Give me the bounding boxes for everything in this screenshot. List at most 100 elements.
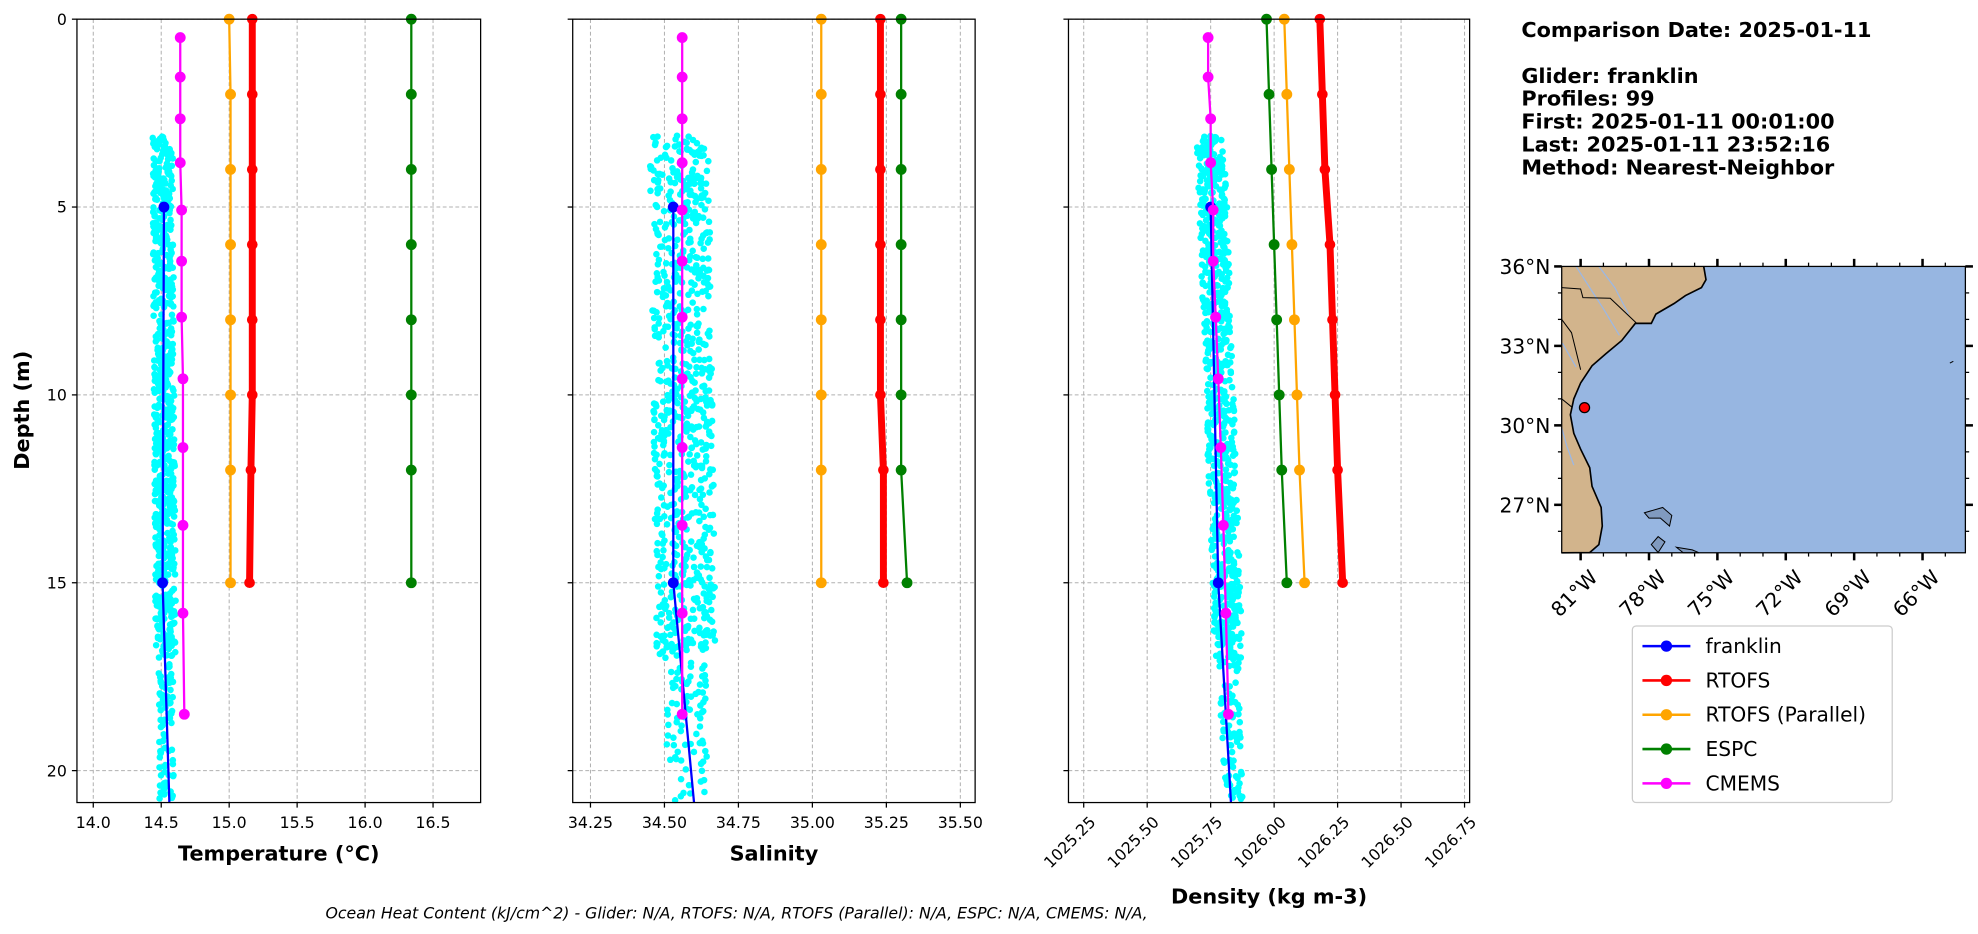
glider-scatter-point <box>647 187 654 195</box>
glider-scatter-point <box>167 216 174 224</box>
glider-scatter-point <box>152 338 160 345</box>
glider-scatter-point <box>683 554 690 562</box>
glider-scatter-point <box>1210 627 1218 634</box>
y-tick-label: 20 <box>47 761 67 780</box>
data-point-rtofs <box>875 164 886 175</box>
glider-scatter-point <box>1208 536 1215 544</box>
glider-scatter-point <box>1202 340 1210 347</box>
glider-scatter-point <box>155 297 163 304</box>
glider-scatter-point <box>1236 742 1244 750</box>
series-cmems <box>1202 32 1234 720</box>
glider-scatter-point <box>708 631 716 639</box>
location-map: 27°N 30°N 33°N 36°N 81°W 78°W 75°W 72°W 69°W 66°W <box>1500 255 1973 622</box>
glider-scatter-point <box>167 470 175 478</box>
glider-scatter-point <box>1230 560 1238 568</box>
glider-scatter-point <box>700 590 708 597</box>
glider-scatter-point <box>152 421 160 428</box>
glider-scatter-point <box>151 188 158 196</box>
data-point-espc <box>1281 577 1293 589</box>
axis-bottom-mask <box>74 803 484 811</box>
glider-scatter-point <box>693 311 701 318</box>
glider-scatter-point <box>1221 398 1228 405</box>
glider-scatter-point <box>1216 218 1223 225</box>
glider-scatter-point <box>170 564 177 571</box>
glider-scatter-point <box>652 278 659 285</box>
data-point-rtofs-parallel <box>1281 88 1293 100</box>
glider-scatter-point <box>657 565 665 573</box>
glider-scatter-point <box>665 409 672 416</box>
glider-scatter-point <box>151 363 158 371</box>
glider-scatter-point <box>167 641 174 649</box>
river <box>1598 266 1630 315</box>
island <box>1650 535 1666 554</box>
glider-scatter-point <box>164 282 171 290</box>
glider-scatter-point <box>655 315 663 322</box>
glider-scatter-point <box>691 491 699 499</box>
glider-scatter-point <box>1225 260 1232 268</box>
glider-scatter-point <box>1237 654 1245 661</box>
glider-scatter-point <box>169 426 176 433</box>
glider-scatter-point <box>662 143 670 151</box>
data-point-cmems <box>676 519 688 531</box>
glider-scatter-point <box>167 226 174 233</box>
glider-scatter-point <box>1234 774 1241 782</box>
glider-scatter-point <box>1222 466 1230 473</box>
glider-scatter-point <box>671 143 679 150</box>
glider-scatter-point <box>682 543 689 551</box>
series-line-cmems <box>1206 37 1230 715</box>
glider-scatter-point <box>697 476 705 484</box>
glider-scatter-point <box>156 157 163 165</box>
glider-scatter-point <box>664 642 672 650</box>
axes-frame <box>572 18 976 804</box>
glider-scatter-point <box>656 603 663 611</box>
glider-scatter-point <box>688 279 695 286</box>
glider-scatter-point <box>170 274 177 281</box>
series-line-rtofs <box>876 19 887 583</box>
glider-scatter-point <box>696 604 704 612</box>
glider-scatter-point <box>1222 267 1230 275</box>
glider-scatter-point <box>690 563 698 571</box>
glider-scatter-point <box>698 364 705 372</box>
glider-scatter-point <box>702 505 709 513</box>
glider-scatter-point <box>1217 249 1225 256</box>
glider-scatter-point <box>673 700 681 708</box>
x-tick-label: 14.5 <box>144 813 179 832</box>
glider-scatter-point <box>153 289 160 296</box>
glider-scatter-point <box>169 477 177 485</box>
data-point-cmems <box>676 113 688 125</box>
glider-scatter-point <box>694 405 702 413</box>
data-point-cmems <box>174 113 186 125</box>
glider-scatter-point <box>658 530 665 537</box>
glider-scatter-point <box>708 483 716 490</box>
glider-scatter-point <box>152 593 159 600</box>
legend-label: RTOFS <box>1706 668 1771 692</box>
glider-scatter-point <box>706 489 713 496</box>
data-point-cmems <box>676 71 688 83</box>
glider-scatter-point <box>1223 204 1231 211</box>
glider-scatter-point <box>697 185 705 192</box>
glider-scatter-point <box>656 650 664 658</box>
glider-scatter-point <box>660 502 668 509</box>
glider-scatter-point <box>162 779 169 786</box>
glider-scatter-point <box>655 256 663 264</box>
glider-scatter-point <box>1218 136 1225 144</box>
glider-scatter-point <box>687 373 694 381</box>
data-point-franklin <box>1212 577 1224 589</box>
glider-scatter-point <box>653 157 661 164</box>
glider-scatter-point <box>153 562 160 570</box>
glider-scatter-point <box>701 671 709 679</box>
glider-scatter-point <box>164 529 171 537</box>
glider-scatter-point <box>692 158 700 166</box>
glider-scatter-point <box>662 602 670 610</box>
glider-scatter-point <box>155 141 163 148</box>
data-point-espc <box>405 577 417 589</box>
glider-scatter-point <box>155 625 163 633</box>
glider-scatter-point <box>688 444 695 452</box>
legend-label: ESPC <box>1706 737 1758 761</box>
series-franklin <box>667 201 696 803</box>
data-point-cmems <box>174 157 186 169</box>
glider-scatter-point <box>705 598 713 606</box>
glider-scatter-point <box>651 324 658 331</box>
glider-scatter-point <box>1204 405 1211 412</box>
